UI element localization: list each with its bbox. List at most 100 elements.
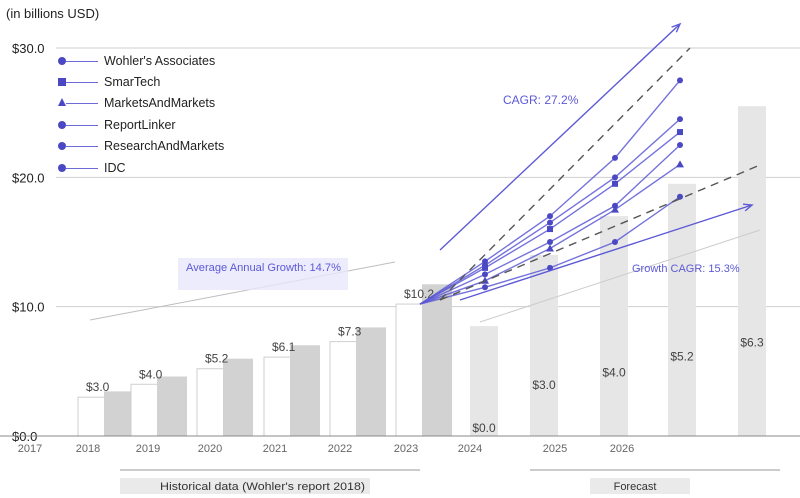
series-marker xyxy=(546,244,554,252)
bar-history-outline xyxy=(77,396,109,437)
series-marker xyxy=(677,77,683,84)
bar-history-outline xyxy=(196,368,228,437)
series-marker xyxy=(677,142,683,148)
legend-item: ResearchAndMarkets xyxy=(58,136,224,157)
x-tick-label: 2025 xyxy=(543,443,567,455)
legend-swatch xyxy=(58,120,98,130)
band xyxy=(0,222,800,232)
legend-swatch xyxy=(58,77,98,87)
bar-history xyxy=(422,284,452,436)
legend-label: ResearchAndMarkets xyxy=(104,139,225,154)
x-tick-label: 2026 xyxy=(610,443,634,455)
legend-swatch xyxy=(58,163,98,173)
trend-dashed-line xyxy=(439,47,691,301)
circle-marker-icon xyxy=(58,56,66,65)
series-marker xyxy=(547,226,553,233)
forecast-trend-line xyxy=(479,229,761,323)
bar-value-label: $4.0 xyxy=(139,367,163,381)
legend-item: SmarTech xyxy=(58,71,224,92)
bar-history-outline xyxy=(263,356,295,437)
legend-line xyxy=(66,124,98,126)
bar-forecast-label: $6.3 xyxy=(740,336,764,350)
trend-dashed-line xyxy=(439,164,761,301)
series-marker xyxy=(482,271,488,278)
y-tick-label: $10.0 xyxy=(12,300,45,315)
legend-label: IDC xyxy=(104,160,126,175)
unit-label: (in billions USD) xyxy=(6,6,100,21)
bar-forecast xyxy=(470,326,498,436)
series-marker xyxy=(677,116,683,123)
x-tick-label: 2019 xyxy=(136,443,160,455)
annotation-growth-cagr: Growth CAGR: 15.3% xyxy=(632,263,740,275)
legend-line xyxy=(66,82,98,84)
legend-item: ReportLinker xyxy=(58,114,224,135)
series-marker xyxy=(482,284,488,291)
annotation-box xyxy=(178,258,348,290)
series-marker xyxy=(611,205,619,213)
label-historical: Historical data (Wohler's report 2018) xyxy=(160,481,365,493)
legend-swatch xyxy=(58,98,98,108)
bar-history xyxy=(290,345,320,436)
y-tick-label: $30.0 xyxy=(12,41,45,56)
series-marker xyxy=(677,193,683,200)
legend-label: SmarTech xyxy=(104,75,161,90)
series-marker xyxy=(547,219,553,226)
bar-value-label: $3.0 xyxy=(86,380,110,394)
x-tick-label: 2024 xyxy=(458,443,482,455)
growth-arrow-head xyxy=(742,203,754,212)
series-marker xyxy=(612,202,618,209)
y-tick-label: $20.0 xyxy=(12,170,45,185)
bar-forecast xyxy=(668,183,696,436)
legend-item: IDC xyxy=(58,157,224,178)
bar-history xyxy=(223,358,253,436)
legend: Wohler's Associates SmarTech MarketsAndMar… xyxy=(58,50,224,178)
legend-label: Wohler's Associates xyxy=(104,53,216,68)
bar-history xyxy=(356,327,386,436)
series-marker xyxy=(612,174,618,181)
legend-swatch xyxy=(58,141,98,151)
cagr-arrow-head xyxy=(671,22,682,33)
x-tick-label: 2022 xyxy=(328,443,352,455)
bar-history-outline xyxy=(329,341,361,437)
legend-label: MarketsAndMarkets xyxy=(104,96,216,111)
bar-forecast xyxy=(738,106,766,436)
bar-forecast xyxy=(600,216,628,436)
legend-item: Wohler's Associates xyxy=(58,50,224,71)
circle-marker-icon xyxy=(58,142,66,151)
legend-line xyxy=(66,103,98,105)
legend-line xyxy=(66,146,98,148)
bar-forecast-label: $5.2 xyxy=(670,350,694,364)
bar-forecast-label: $0.0 xyxy=(472,421,496,435)
circle-marker-icon xyxy=(58,120,66,129)
bar-forecast-label: $4.0 xyxy=(602,365,626,379)
circle-marker-icon xyxy=(58,163,66,172)
bar-history xyxy=(157,376,187,436)
annotation-cagr: CAGR: 27.2% xyxy=(503,93,579,107)
triangle-marker-icon xyxy=(58,98,66,107)
legend-line xyxy=(66,167,98,169)
series-marker xyxy=(676,160,684,168)
x-tick-label: 2018 xyxy=(76,443,100,455)
bar-forecast xyxy=(530,254,558,436)
bar-value-label: $5.2 xyxy=(205,352,229,366)
cagr-arrow xyxy=(439,23,681,251)
x-tick-label: 2021 xyxy=(263,443,287,455)
series-marker xyxy=(612,180,618,187)
series-marker xyxy=(612,154,618,161)
legend-swatch xyxy=(58,56,98,66)
legend-label: ReportLinker xyxy=(104,117,176,132)
label-forecast: Forecast xyxy=(614,481,657,493)
bar-value-label: $10.2 xyxy=(404,287,434,301)
series-marker xyxy=(482,262,488,269)
forecast-label-bg xyxy=(590,478,690,494)
bar-forecast-label: $3.0 xyxy=(532,378,556,392)
series-marker xyxy=(547,239,553,245)
series-marker xyxy=(677,129,683,136)
square-marker-icon xyxy=(58,78,66,87)
annotation-average-growth: Average Annual Growth: 14.7% xyxy=(186,262,341,274)
x-tick-label: 2023 xyxy=(394,443,418,455)
bar-value-label: $6.1 xyxy=(272,340,296,354)
series-marker xyxy=(547,213,553,220)
bar-history xyxy=(104,391,134,436)
